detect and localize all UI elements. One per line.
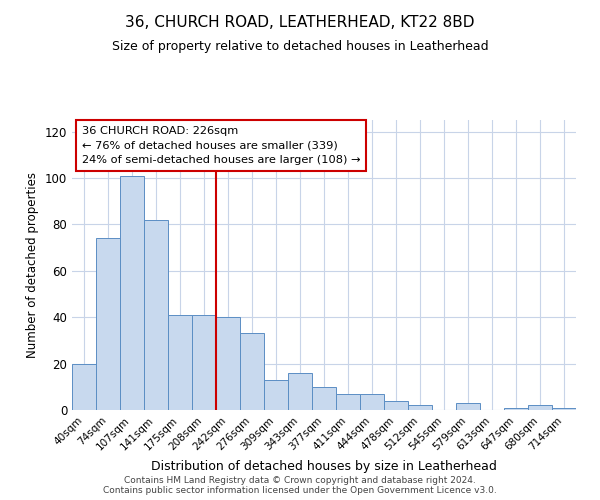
Bar — [288, 373, 312, 410]
Bar — [168, 315, 192, 410]
Bar — [120, 176, 144, 410]
Bar — [456, 403, 480, 410]
Bar — [264, 380, 288, 410]
Bar — [408, 406, 432, 410]
Text: Contains HM Land Registry data © Crown copyright and database right 2024.: Contains HM Land Registry data © Crown c… — [124, 476, 476, 485]
Bar — [144, 220, 168, 410]
Y-axis label: Number of detached properties: Number of detached properties — [26, 172, 39, 358]
Bar — [96, 238, 120, 410]
Bar — [384, 400, 408, 410]
Bar — [504, 408, 528, 410]
Bar — [336, 394, 360, 410]
Text: Contains public sector information licensed under the Open Government Licence v3: Contains public sector information licen… — [103, 486, 497, 495]
Bar — [360, 394, 384, 410]
Bar — [528, 406, 552, 410]
Bar — [192, 315, 216, 410]
Text: 36, CHURCH ROAD, LEATHERHEAD, KT22 8BD: 36, CHURCH ROAD, LEATHERHEAD, KT22 8BD — [125, 15, 475, 30]
Bar — [72, 364, 96, 410]
Text: 36 CHURCH ROAD: 226sqm
← 76% of detached houses are smaller (339)
24% of semi-de: 36 CHURCH ROAD: 226sqm ← 76% of detached… — [82, 126, 361, 166]
Bar — [240, 334, 264, 410]
X-axis label: Distribution of detached houses by size in Leatherhead: Distribution of detached houses by size … — [151, 460, 497, 473]
Text: Size of property relative to detached houses in Leatherhead: Size of property relative to detached ho… — [112, 40, 488, 53]
Bar — [216, 317, 240, 410]
Bar — [312, 387, 336, 410]
Bar — [552, 408, 576, 410]
